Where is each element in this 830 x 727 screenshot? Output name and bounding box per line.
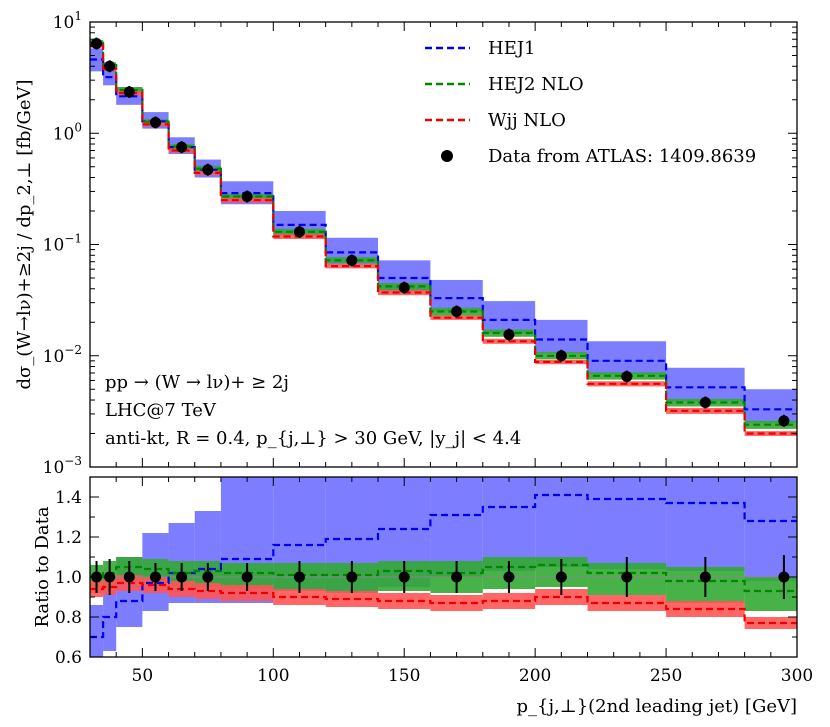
legend-label: HEJ2 NLO (488, 74, 584, 95)
ratio-y-tick-label: 1.4 (55, 488, 82, 508)
legend-label: Data from ATLAS: 1409.8639 (488, 146, 756, 167)
wjj-nlo-ratio-band-bin (378, 593, 431, 609)
wjj-nlo-ratio-line (90, 581, 797, 625)
hej1-band-bin (666, 367, 745, 402)
x-axis-title: p_{j,⊥}(2nd leading jet) [GeV] (516, 696, 797, 717)
legend-entry-hej2-nlo: HEJ2 NLO (425, 74, 584, 95)
y-tick-label: 101 (53, 9, 82, 33)
ratio-data-point (398, 571, 410, 583)
top-panel: 101 100 10−1 10−2 10−3 dσ_(W→lν)+≥2j / dp_2,⊥… (14, 9, 798, 478)
hej1-ratio-band-bin (587, 477, 667, 569)
ratio-data-point (621, 571, 633, 583)
x-tick-label: 50 (132, 666, 154, 686)
ratio-data-point (346, 571, 358, 583)
top-y-axis-title: dσ_(W→lν)+≥2j / dp_2,⊥ [fb/GeV] (14, 79, 35, 389)
annotation-line-3: anti-kt, R = 0.4, p_{j,⊥} > 30 GeV, |y_j… (105, 428, 521, 449)
legend-entry-wjj-nlo: Wjj NLO (425, 110, 566, 131)
wjj-nlo-ratio-band-bin (325, 591, 379, 607)
ratio-data-point (202, 571, 214, 583)
ratio-y-tick-label: 1.0 (55, 568, 82, 588)
annotation-line-1: pp → (W → lν)+ ≥ 2j (105, 372, 289, 393)
hej1-ratio-band-bin (535, 477, 588, 567)
wjj-nlo-ratio-band-bin (220, 585, 274, 601)
x-tick-label: 100 (257, 666, 289, 686)
x-tick-label: 150 (388, 666, 420, 686)
hej2-nlo-ratio-band-bin (744, 577, 797, 611)
legend-entry-data: Data from ATLAS: 1409.8639 (441, 146, 756, 167)
hej1-ratio-line (90, 493, 797, 639)
hej1-ratio-band-bin (430, 477, 483, 577)
data-point (503, 329, 515, 341)
ratio-data-point (104, 571, 116, 583)
ratio-data-point (176, 571, 188, 583)
ratio-y-tick-label: 1.2 (55, 528, 82, 548)
data-point (176, 141, 188, 153)
ratio-y-tick-label: 0.8 (55, 608, 82, 628)
legend-label: HEJ1 (488, 38, 536, 59)
data-point (451, 305, 463, 317)
data-point (104, 60, 116, 72)
hej1-ratio-band-bin (482, 477, 536, 571)
data-point (241, 191, 253, 203)
ratio-panel: 0.6 0.8 1.0 1.2 1.4 50 100 150 200 250 300 Ratio to… (32, 476, 813, 717)
bottom-plot-area (90, 477, 797, 657)
hej1-band-bin (744, 389, 797, 423)
ratio-y-axis-title: Ratio to Data (32, 506, 53, 627)
bottom-frame (89, 476, 798, 658)
wjj-nlo-line (90, 44, 797, 435)
x-tick-label: 200 (519, 666, 551, 686)
ratio-data-point (123, 571, 135, 583)
ratio-y-tick-label: 0.6 (55, 648, 82, 668)
hej1-band-bin (535, 319, 588, 354)
data-point (699, 396, 711, 408)
data-point (123, 86, 135, 98)
hej1-ratio-band-bin (103, 577, 117, 651)
ratio-data-point (149, 571, 161, 583)
hej2-nlo-line (90, 41, 797, 426)
ratio-data-point (699, 571, 711, 583)
ratio-data-point (451, 571, 463, 583)
annotation-block: pp → (W → lν)+ ≥ 2j LHC@7 TeV anti-kt, R =… (105, 372, 521, 449)
ratio-data-point (503, 571, 515, 583)
legend-entry-hej1: HEJ1 (425, 38, 536, 59)
legend-label: Wjj NLO (488, 110, 566, 131)
hej2-nlo-ratio-line (90, 563, 797, 593)
hej1-ratio-band-bin (666, 477, 745, 571)
data-point (555, 350, 567, 362)
hej1-band-bin (587, 341, 667, 375)
hej1-ratio-band-bin (90, 605, 104, 657)
hej1-band-bin (482, 301, 536, 334)
wjj-nlo-ratio-band-bin (535, 589, 588, 605)
ratio-data-point (241, 571, 253, 583)
y-tick-label: 10−1 (43, 232, 82, 256)
hej1-line (90, 58, 797, 411)
y-tick-label: 10−2 (43, 343, 82, 367)
wjj-nlo-ratio-band-bin (430, 595, 483, 611)
legend: HEJ1 HEJ2 NLO Wjj NLO Data from ATLAS: 1409… (425, 38, 756, 167)
ratio-data-point (555, 571, 567, 583)
ratio-data-point (778, 571, 790, 583)
data-point (346, 254, 358, 266)
data-point (778, 415, 790, 427)
x-tick-label: 300 (781, 666, 813, 686)
data-point (202, 164, 214, 176)
wjj-nlo-ratio-band-bin (666, 601, 745, 617)
y-tick-label: 10−3 (43, 454, 82, 478)
legend-marker (441, 150, 453, 162)
wjj-nlo-ratio-band-bin (273, 589, 326, 605)
data-point (621, 371, 633, 383)
data-point (293, 226, 305, 238)
data-point (398, 282, 410, 294)
data-point (149, 116, 161, 128)
x-tick-label: 250 (650, 666, 682, 686)
ratio-data-point (293, 571, 305, 583)
y-tick-label: 100 (53, 120, 82, 144)
wjj-nlo-band-bin (535, 359, 588, 365)
annotation-line-2: LHC@7 TeV (105, 400, 217, 421)
hej1-ratio-band-bin (744, 477, 797, 581)
